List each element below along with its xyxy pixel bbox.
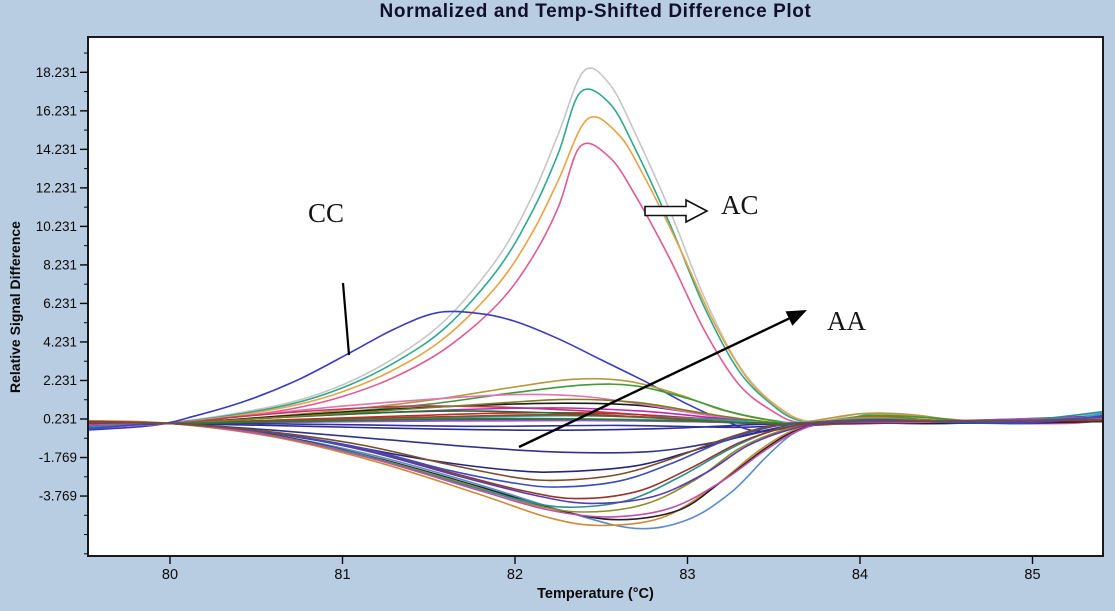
aa-arrow-head [785, 310, 807, 326]
curve-tan-dip [89, 416, 1102, 527]
y-tick-label: 14.231 [36, 142, 77, 157]
annotation-label-cc: CC [308, 198, 345, 228]
y-tick-label: 4.231 [43, 334, 77, 349]
curve-olive-bump [89, 398, 1102, 425]
y-tick-label: 10.231 [36, 219, 77, 234]
y-tick-label: 8.231 [43, 257, 77, 272]
aa-arrow-shaft [518, 317, 790, 449]
chart-title: Normalized and Temp-Shifted Difference P… [379, 1, 812, 22]
y-tick-label: 2.231 [43, 373, 77, 388]
x-tick-label: 84 [852, 567, 868, 583]
y-tick-label: 0.231 [43, 412, 77, 427]
x-tick-label: 85 [1024, 567, 1040, 583]
y-tick-label: -1.769 [39, 450, 77, 465]
cc-pointer-line [341, 282, 351, 356]
annotation-label-ac: AC [721, 190, 759, 220]
x-tick-label: 83 [679, 567, 695, 583]
annotation-label-aa: AA [827, 306, 866, 336]
x-tick-label: 80 [162, 567, 178, 583]
curve-medblue-dip [89, 416, 1102, 488]
y-tick-label: 12.231 [36, 180, 77, 195]
ac-arrow [644, 198, 709, 224]
x-axis-label: Temperature (°C) [537, 586, 654, 602]
y-tick-label: -3.769 [39, 489, 77, 504]
curves-layer [89, 67, 1102, 530]
curve-brown-dip [89, 418, 1102, 482]
y-tick-label: 18.231 [36, 65, 77, 80]
y-tick-label: 6.231 [43, 296, 77, 311]
x-tick-label: 82 [507, 567, 523, 583]
x-tick-label: 81 [334, 567, 350, 583]
y-tick-label: 16.231 [36, 103, 77, 118]
